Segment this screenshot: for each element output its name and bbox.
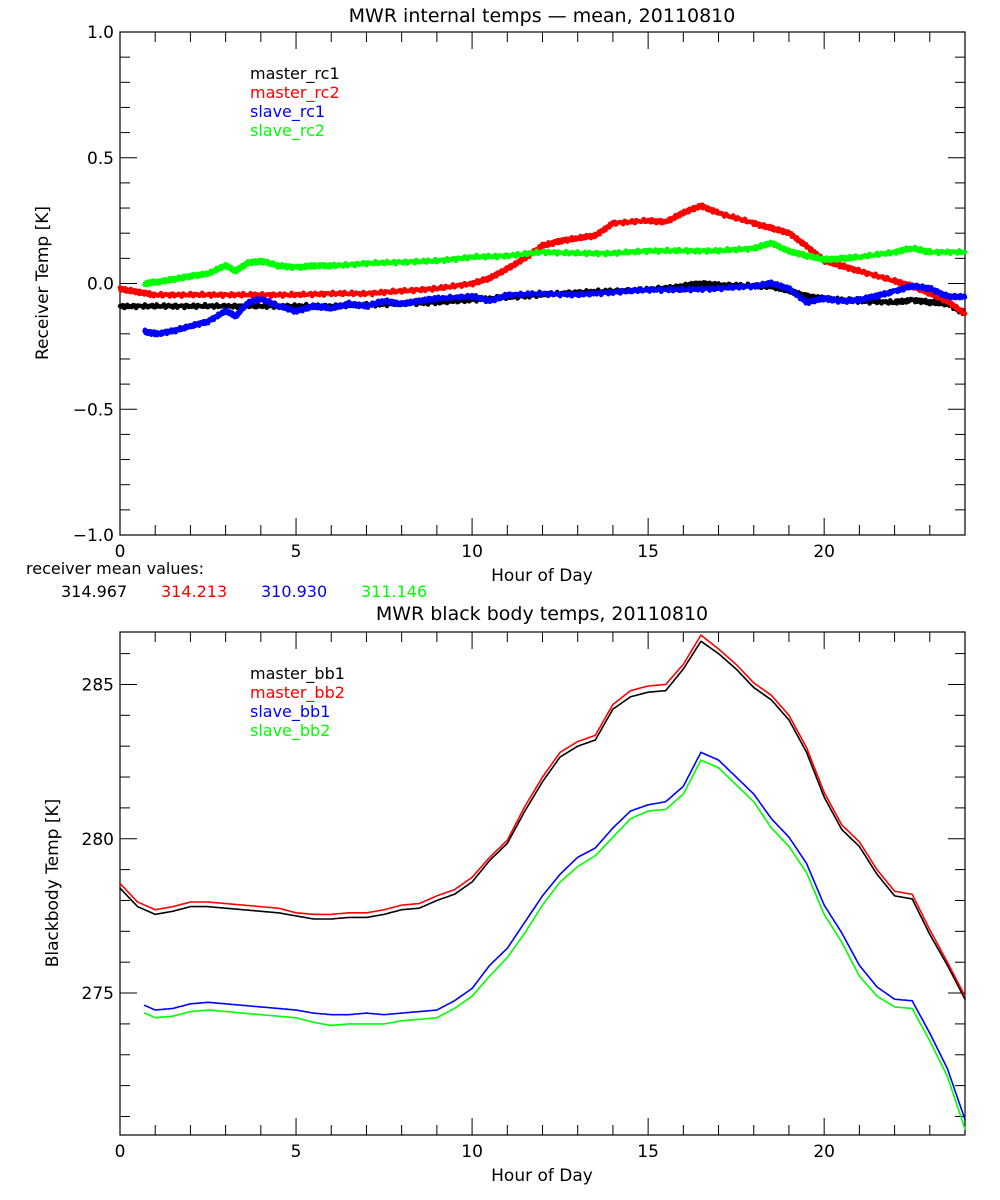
legend-entry-slave-rc2: slave_rc2 <box>250 121 325 141</box>
series-line-master-rc2 <box>117 202 968 316</box>
series-line-slave-bb2 <box>143 759 966 1130</box>
legend-entry-master-bb2: master_bb2 <box>250 683 345 703</box>
legend-entry-slave-bb1: slave_bb1 <box>250 702 330 722</box>
mean-value-master-rc2: 314.213 <box>161 582 227 601</box>
legend-entry-master-bb1: master_bb1 <box>250 664 345 684</box>
x-ticks <box>119 32 966 535</box>
chart-title: MWR black body temps, 20110810 <box>376 603 708 625</box>
y-tick-labels: 275 280 285 <box>82 675 114 1004</box>
receiver-temp-chart: MWR internal temps — mean, 20110810 0 5 … <box>26 5 968 601</box>
x-tick-label: 15 <box>637 1142 659 1162</box>
y-tick-label: 285 <box>82 675 114 695</box>
series-line-slave-rc1 <box>142 279 968 338</box>
y-tick-label: −1.0 <box>73 526 114 546</box>
y-axis-label: Blackbody Temp [K] <box>43 799 63 968</box>
series-lines <box>117 202 968 338</box>
x-tick-label: 20 <box>813 1142 835 1162</box>
legend-entry-slave-bb2: slave_bb2 <box>250 721 330 741</box>
y-tick-labels: −1.0 −0.5 0.0 0.5 1.0 <box>73 23 114 546</box>
x-tick-label: 20 <box>813 542 835 562</box>
y-tick-label: 0.0 <box>87 275 114 295</box>
series-line-slave-bb1 <box>143 751 966 1121</box>
x-tick-labels: 0 5 10 15 20 <box>115 542 835 562</box>
y-tick-label: 1.0 <box>87 23 114 43</box>
plot-frame <box>119 631 966 1136</box>
x-ticks <box>119 632 966 1135</box>
chart-title: MWR internal temps — mean, 20110810 <box>349 5 736 27</box>
series-line-slave-rc2 <box>142 239 968 288</box>
y-tick-label: −0.5 <box>73 400 114 420</box>
mean-values-annotation: receiver mean values: 314.967 314.213 31… <box>26 559 427 601</box>
y-tick-label: 0.5 <box>87 149 114 169</box>
x-tick-label: 5 <box>291 542 302 562</box>
x-tick-label: 10 <box>461 1142 483 1162</box>
y-ticks <box>120 653 965 1117</box>
legend: master_bb1 master_bb2 slave_bb1 slave_bb… <box>250 664 345 741</box>
legend-entry-master-rc2: master_rc2 <box>250 83 340 103</box>
x-axis-label: Hour of Day <box>491 566 593 586</box>
x-tick-label: 0 <box>115 1142 126 1162</box>
y-tick-label: 280 <box>82 830 114 850</box>
series-lines <box>119 634 966 1130</box>
plot-frame <box>119 31 966 536</box>
mean-value-master-rc1: 314.967 <box>61 582 127 601</box>
y-tick-label: 275 <box>82 984 114 1004</box>
x-tick-label: 15 <box>637 542 659 562</box>
legend: master_rc1 master_rc2 slave_rc1 slave_rc… <box>250 64 340 141</box>
series-line-master-bb2 <box>119 634 966 997</box>
series-line-master-bb1 <box>119 640 966 1000</box>
legend-entry-slave-rc1: slave_rc1 <box>250 102 325 122</box>
x-tick-label: 5 <box>291 1142 302 1162</box>
mean-values-label: receiver mean values: <box>26 559 204 578</box>
mean-value-slave-rc1: 310.930 <box>261 582 327 601</box>
mean-value-slave-rc2: 311.146 <box>361 582 427 601</box>
x-axis-label: Hour of Day <box>491 1166 593 1186</box>
y-axis-label: Receiver Temp [K] <box>33 206 53 360</box>
x-tick-labels: 0 5 10 15 20 <box>115 1142 835 1162</box>
x-tick-label: 10 <box>461 542 483 562</box>
y-ticks <box>120 31 965 536</box>
legend-entry-master-rc1: master_rc1 <box>250 64 340 84</box>
x-tick-label: 0 <box>115 542 126 562</box>
blackbody-temp-chart: MWR black body temps, 20110810 0 5 10 15… <box>43 603 966 1186</box>
